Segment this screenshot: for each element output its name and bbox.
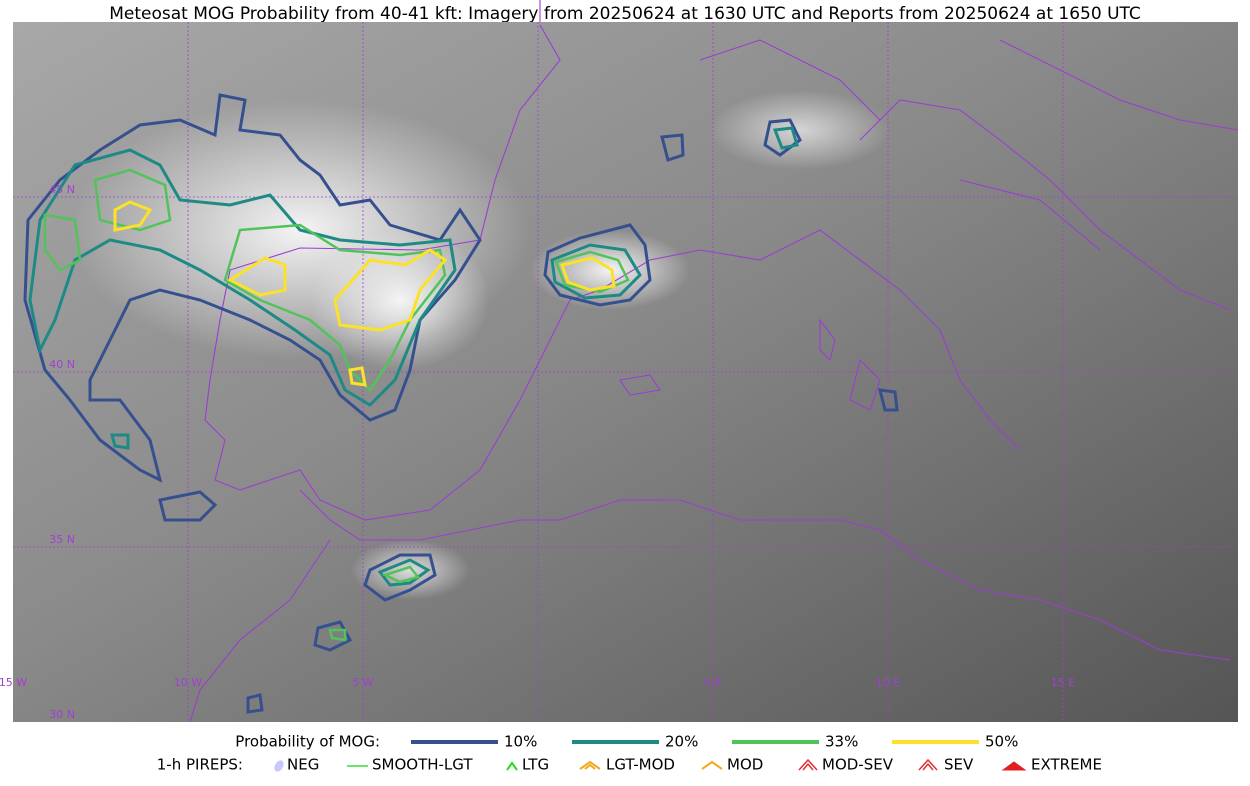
legend-item: 50% (985, 733, 1018, 751)
map: 45 N 40 N 35 N 30 N 15 W 10 W 5 W 5 E 10… (0, 0, 1239, 723)
contour-33 (43, 168, 447, 392)
lon-label: 15 E (1051, 676, 1075, 689)
legend-item: 20% (665, 733, 698, 751)
lon-labels: 15 W 10 W 5 W 5 E 10 E 15 E (0, 676, 1075, 689)
legend-title: 1-h PIREPS: (157, 756, 243, 774)
legend-symbol (579, 760, 601, 770)
contour-33 (328, 250, 630, 642)
lat-label: 40 N (49, 358, 75, 371)
legend-item: NEG (287, 756, 319, 774)
contour-10 (23, 93, 482, 483)
lon-label: 10 W (174, 676, 202, 689)
lat-label: 30 N (49, 708, 75, 721)
legend-item: LTG (522, 756, 549, 774)
coastline (859, 99, 1231, 311)
legend-item: SMOOTH-LGT (372, 756, 473, 774)
cloud (310, 230, 490, 370)
legend-symbol (274, 760, 284, 772)
lat-labels: 45 N 40 N 35 N 30 N (49, 183, 75, 721)
lon-label: 15 W (0, 676, 27, 689)
legend-symbol (918, 758, 938, 771)
lat-label: 45 N (49, 183, 75, 196)
legend-item: MOD (727, 756, 763, 774)
legend-item: MOD-SEV (822, 756, 894, 774)
title: Meteosat MOG Probability from 40-41 kft:… (109, 4, 1141, 24)
lat-label: 35 N (49, 533, 75, 546)
contour-50 (113, 200, 448, 387)
legend-symbol (1001, 761, 1027, 771)
border (539, 0, 1239, 251)
cloud (350, 540, 470, 600)
coastline (299, 489, 1231, 661)
legend-item: SEV (944, 756, 974, 774)
graticule (13, 22, 1238, 722)
legend-title: Probability of MOG: (235, 733, 380, 751)
legend-item: EXTREME (1031, 756, 1102, 774)
contour-20 (28, 148, 457, 407)
coastline (189, 539, 331, 723)
legend-symbol (701, 760, 723, 770)
coastlines (189, 0, 1239, 723)
island (619, 318, 881, 411)
legend-symbol (506, 761, 518, 771)
lon-label: 5 E (704, 676, 721, 689)
legend: Probability of MOG: 10% 20% 33% 50% 1-h … (157, 733, 1102, 774)
contour-50 (560, 256, 616, 292)
contour-20 (110, 126, 799, 587)
legend-item: LGT-MOD (606, 756, 675, 774)
cloud (710, 90, 890, 170)
lon-label: 10 E (876, 676, 900, 689)
coastline (204, 24, 1021, 521)
legend-symbol (798, 758, 818, 771)
lon-label: 5 W (352, 676, 373, 689)
contours (23, 93, 899, 714)
legend-item: 10% (504, 733, 537, 751)
legend-item: 33% (825, 733, 858, 751)
